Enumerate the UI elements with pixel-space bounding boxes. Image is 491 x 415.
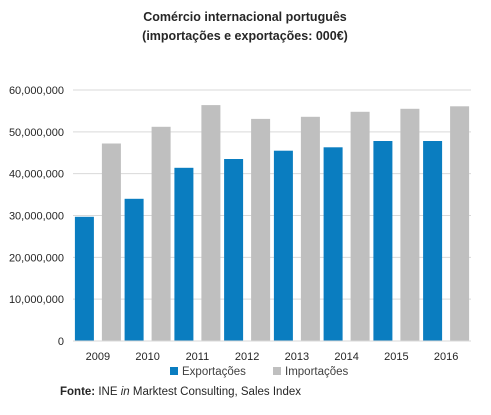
- x-tick-label: 2012: [235, 351, 259, 363]
- legend-label: Exportações: [182, 366, 246, 378]
- bar-importacoes-2012: [251, 118, 271, 342]
- source-rest: Marktest Consulting, Sales Index: [132, 386, 301, 398]
- x-tick-label: 2015: [384, 351, 408, 363]
- axes: 0 10,000,000 20,000,000 30,000,000 40,000,00…: [9, 85, 471, 363]
- bar-importacoes-2014: [350, 111, 370, 341]
- x-tick-label: 2014: [334, 351, 358, 363]
- bar-exportacoes-2016: [423, 141, 443, 341]
- legend: Exportações Importações: [170, 366, 349, 378]
- chart-subtitle: (importações e exportações: 000€): [142, 29, 348, 43]
- bar-importacoes-2010: [151, 126, 171, 341]
- bar-exportacoes-2015: [373, 141, 393, 341]
- x-tick-label: 2009: [86, 351, 110, 363]
- legend-label: Importações: [285, 366, 349, 378]
- bar-exportacoes-2013: [273, 150, 293, 341]
- bar-exportacoes-2011: [174, 167, 194, 341]
- source-connector: in: [120, 386, 130, 398]
- bar-importacoes-2009: [101, 143, 121, 341]
- bars: [74, 105, 470, 342]
- bar-importacoes-2015: [400, 108, 420, 341]
- y-tick-label: 20,000,000: [9, 252, 64, 264]
- y-tick-label: 40,000,000: [9, 169, 64, 181]
- bar-exportacoes-2009: [74, 216, 94, 341]
- source-note: Fonte: INE in Marktest Consulting, Sales…: [60, 386, 301, 398]
- chart-title: Comércio internacional português: [143, 10, 347, 24]
- legend-swatch: [273, 367, 281, 375]
- bar-exportacoes-2012: [224, 159, 244, 341]
- source-prefix: INE: [98, 386, 118, 398]
- y-tick-label: 60,000,000: [9, 85, 64, 97]
- bar-importacoes-2011: [201, 105, 221, 341]
- x-tick-label: 2010: [135, 351, 159, 363]
- bar-importacoes-2016: [450, 106, 470, 341]
- bar-importacoes-2013: [300, 116, 320, 341]
- y-tick-label: 0: [58, 336, 64, 348]
- bar-exportacoes-2010: [124, 198, 144, 341]
- x-tick-label: 2013: [285, 351, 309, 363]
- y-tick-label: 30,000,000: [9, 211, 64, 223]
- bar-exportacoes-2014: [323, 147, 343, 341]
- legend-swatch: [170, 367, 178, 375]
- x-tick-label: 2016: [434, 351, 458, 363]
- y-tick-label: 10,000,000: [9, 294, 64, 306]
- y-tick-label: 50,000,000: [9, 127, 64, 139]
- source-label: Fonte:: [60, 386, 96, 398]
- x-tick-label: 2011: [186, 351, 210, 363]
